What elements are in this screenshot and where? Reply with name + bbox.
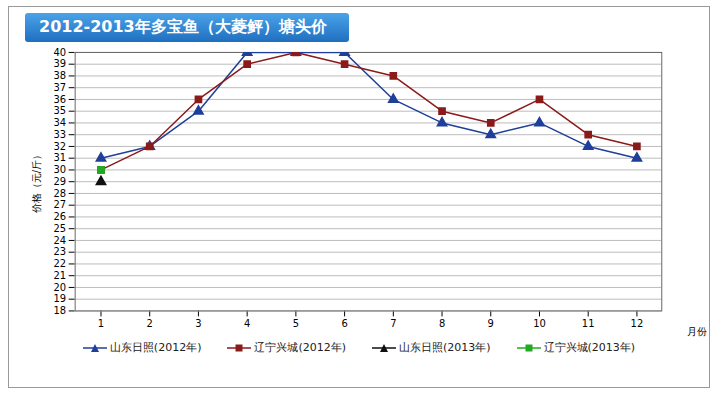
svg-text:39: 39 <box>54 58 67 69</box>
svg-text:30: 30 <box>54 164 67 175</box>
html-text:2012-2013年多宝鱼（大菱鲆）塘头价: 2012-2013年多宝鱼（大菱鲆）塘头价 <box>39 17 327 36</box>
svg-text:25: 25 <box>54 223 67 234</box>
svg-text:27: 27 <box>54 199 67 210</box>
svg-text:34: 34 <box>54 117 67 128</box>
svg-text:22: 22 <box>54 258 67 269</box>
svg-text:8: 8 <box>439 318 445 329</box>
svg-text:33: 33 <box>54 129 67 140</box>
svg-text:6: 6 <box>341 318 347 329</box>
svg-text:32: 32 <box>54 141 67 152</box>
svg-text:23: 23 <box>54 246 67 257</box>
html-text:辽宁兴城(2013年): 辽宁兴城(2013年) <box>543 341 636 355</box>
svg-text:26: 26 <box>54 211 67 222</box>
html-text:辽宁兴城(2012年): 辽宁兴城(2012年) <box>254 341 346 355</box>
svg-text:18: 18 <box>54 305 67 316</box>
svg-text:9: 9 <box>488 318 494 329</box>
svg-text:38: 38 <box>54 70 67 81</box>
svg-text:24: 24 <box>54 235 67 246</box>
svg-text:10: 10 <box>533 318 546 329</box>
svg-text:5: 5 <box>293 318 299 329</box>
svg-text:12: 12 <box>631 318 644 329</box>
svg-text:40: 40 <box>54 47 67 58</box>
svg-text:1: 1 <box>98 318 104 329</box>
html-text:山东日照(2012年): 山东日照(2012年) <box>109 341 202 355</box>
svg-text:21: 21 <box>54 270 67 281</box>
svg-text:3: 3 <box>195 318 201 329</box>
svg-text:37: 37 <box>54 82 67 93</box>
svg-text:7: 7 <box>390 318 396 329</box>
svg-text:11: 11 <box>582 318 595 329</box>
svg-text:36: 36 <box>54 94 67 105</box>
svg-text:31: 31 <box>54 152 67 163</box>
html-text:山东日照(2013年): 山东日照(2013年) <box>399 341 491 355</box>
svg-text:20: 20 <box>54 282 67 293</box>
svg-text:价格（元/斤）: 价格（元/斤） <box>31 150 42 214</box>
svg-text:29: 29 <box>54 176 67 187</box>
svg-text:4: 4 <box>244 318 250 329</box>
svg-text:35: 35 <box>54 105 67 116</box>
svg-text:月份: 月份 <box>687 326 707 337</box>
svg-text:28: 28 <box>54 188 67 199</box>
svg-text:19: 19 <box>54 293 67 304</box>
svg-text:2: 2 <box>147 318 153 329</box>
